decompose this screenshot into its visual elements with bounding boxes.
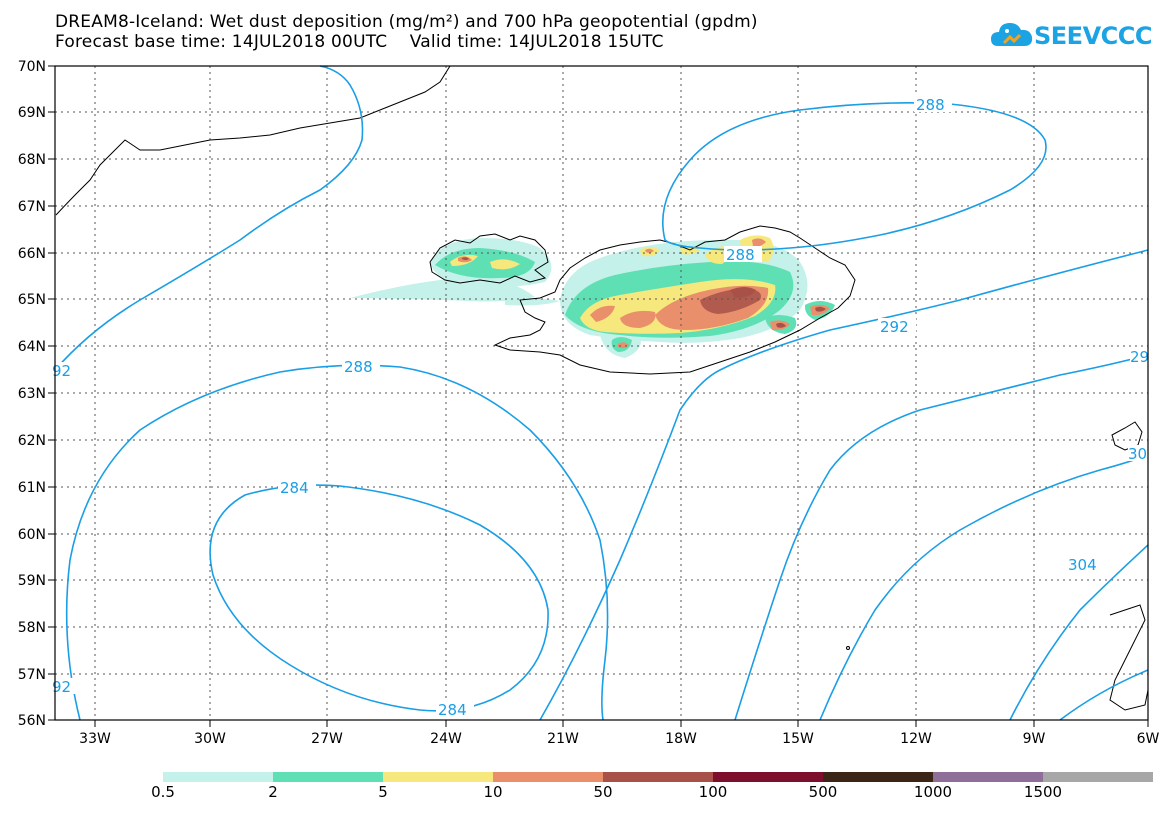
contour-label: 292: [880, 318, 909, 336]
contour-label: 304: [1068, 556, 1097, 574]
contour-300: [819, 454, 1149, 721]
lat-label: 63N: [18, 386, 46, 402]
contour-292-west: [54, 65, 364, 371]
legend-swatch: [383, 772, 493, 782]
lon-label: 33W: [79, 731, 111, 747]
lon-label: 30W: [194, 731, 226, 747]
lon-label: 12W: [900, 731, 932, 747]
contour-288-south: [65, 364, 609, 721]
contour-292-east: [539, 249, 1149, 721]
contour-label: 288: [916, 96, 945, 114]
lon-label: 21W: [547, 731, 579, 747]
legend-label: 2: [268, 783, 278, 801]
contour-308: [1059, 669, 1149, 721]
map-subtitle: Forecast base time: 14JUL2018 00UTC Vali…: [55, 32, 664, 52]
legend-swatch: [493, 772, 603, 782]
lat-label: 57N: [18, 667, 46, 683]
lat-labels: 70N 69N 68N 67N 66N 65N 64N 63N 62N 61N …: [18, 59, 46, 729]
legend-swatch: [713, 772, 823, 782]
legend-label: 0.5: [151, 783, 175, 801]
contour-label: 92: [52, 362, 71, 380]
contour-296: [734, 354, 1149, 721]
lon-label: 18W: [665, 731, 697, 747]
legend-swatch: [823, 772, 933, 782]
lat-label: 66N: [18, 246, 46, 262]
legend-label: 50: [593, 783, 613, 801]
tick-marks: [48, 65, 1149, 727]
lat-label: 60N: [18, 527, 46, 543]
lat-label: 69N: [18, 105, 46, 121]
contour-label: 30: [1128, 445, 1147, 463]
lon-label: 27W: [311, 731, 343, 747]
cloud-icon: [991, 23, 1033, 46]
contour-label: 288: [726, 246, 755, 264]
legend-colorbar: [163, 772, 1153, 782]
legend-swatch: [163, 772, 273, 782]
lon-labels: 33W 30W 27W 24W 21W 18W 15W 12W 9W 6W: [79, 731, 1159, 747]
lat-label: 56N: [18, 713, 46, 729]
seevccc-logo: SEEVCCC: [990, 16, 1153, 56]
legend-label: 100: [698, 783, 728, 801]
legend-label: 5: [378, 783, 388, 801]
logo-text: SEEVCCC: [1034, 22, 1153, 50]
legend-swatch: [933, 772, 1043, 782]
lon-label: 15W: [782, 731, 814, 747]
legend-swatch: [1043, 772, 1153, 782]
lat-label: 64N: [18, 339, 46, 355]
legend-swatch: [603, 772, 713, 782]
grid-lines: [55, 66, 1148, 720]
legend-swatch: [273, 772, 383, 782]
lon-label: 24W: [430, 731, 462, 747]
contour-label: 284: [438, 701, 467, 719]
contour-284: [209, 484, 549, 712]
lon-label: 9W: [1023, 731, 1046, 747]
contour-label: 288: [344, 358, 373, 376]
lat-label: 65N: [18, 292, 46, 308]
contour-304: [1009, 544, 1149, 721]
lat-label: 58N: [18, 620, 46, 636]
lat-label: 67N: [18, 199, 46, 215]
legend-label: 1500: [1023, 783, 1063, 801]
contour-label: 29: [1130, 348, 1149, 366]
contour-288-north: [662, 102, 1047, 251]
lat-label: 68N: [18, 152, 46, 168]
lat-label: 62N: [18, 433, 46, 449]
contour-label: 284: [280, 479, 309, 497]
lat-label: 59N: [18, 573, 46, 589]
contour-labels: 288 288 288 292 284 284 92 29 30 304 92: [52, 96, 1149, 719]
contour-label: 92: [52, 678, 71, 696]
lat-label: 61N: [18, 480, 46, 496]
legend-label: 10: [483, 783, 503, 801]
lon-label: 6W: [1137, 731, 1160, 747]
lat-label: 70N: [18, 59, 46, 75]
geopotential-contours: [54, 65, 1149, 721]
legend-label: 1000: [913, 783, 953, 801]
coastlines: [55, 65, 1149, 711]
legend-label: 500: [808, 783, 838, 801]
map-title: DREAM8-Iceland: Wet dust deposition (mg/…: [55, 12, 758, 32]
